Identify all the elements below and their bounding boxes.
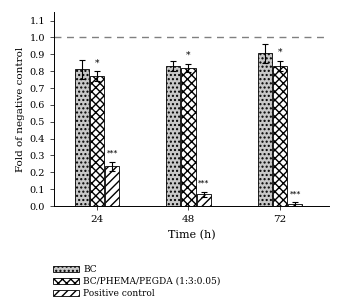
Text: *: * xyxy=(186,50,191,59)
Bar xyxy=(258,53,272,206)
Text: ***: *** xyxy=(198,179,210,188)
Legend: BC, BC/PHEMA/PEGDA (1:3:0.05), Positive control: BC, BC/PHEMA/PEGDA (1:3:0.05), Positive … xyxy=(53,265,220,298)
Bar xyxy=(288,204,302,206)
Bar xyxy=(273,66,287,206)
Bar xyxy=(166,66,180,206)
X-axis label: Time (h): Time (h) xyxy=(168,230,215,240)
Bar xyxy=(90,76,104,206)
Text: *: * xyxy=(95,58,99,67)
Bar xyxy=(75,69,89,206)
Text: *: * xyxy=(278,48,282,57)
Bar xyxy=(105,166,119,206)
Text: ***: *** xyxy=(106,150,118,158)
Y-axis label: Fold of negative control: Fold of negative control xyxy=(16,46,25,172)
Bar xyxy=(181,68,196,206)
Text: ***: *** xyxy=(290,190,301,198)
Bar xyxy=(197,194,211,206)
